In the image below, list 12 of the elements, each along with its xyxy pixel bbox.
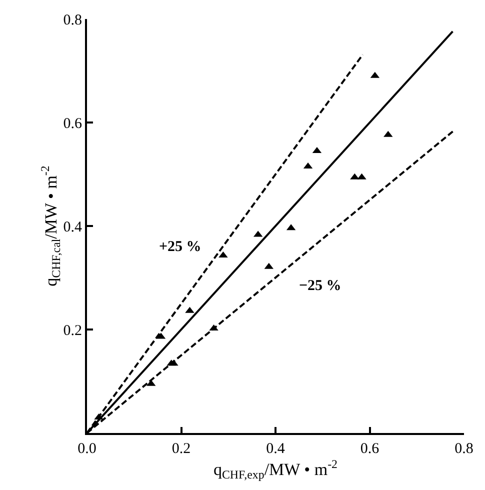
x-tick-label: 0.6 <box>360 441 380 457</box>
annotation: +25 % <box>159 239 202 255</box>
x-tick-label: 0.4 <box>266 441 286 457</box>
x-axis-title: q$_{CHF,exp}$/MW • m$^{-2}$ <box>214 457 338 482</box>
x-tick-label: 0.8 <box>454 441 474 457</box>
x-tick-label: 0.0 <box>78 441 96 457</box>
annotation: −25 % <box>299 278 342 294</box>
y-tick-label: 0.8 <box>63 12 82 28</box>
y-tick-label: 0.2 <box>63 322 82 339</box>
y-tick-label: 0.4 <box>63 219 82 236</box>
x-tick-label: 0.2 <box>172 441 191 457</box>
y-tick-label: 0.6 <box>63 116 82 132</box>
